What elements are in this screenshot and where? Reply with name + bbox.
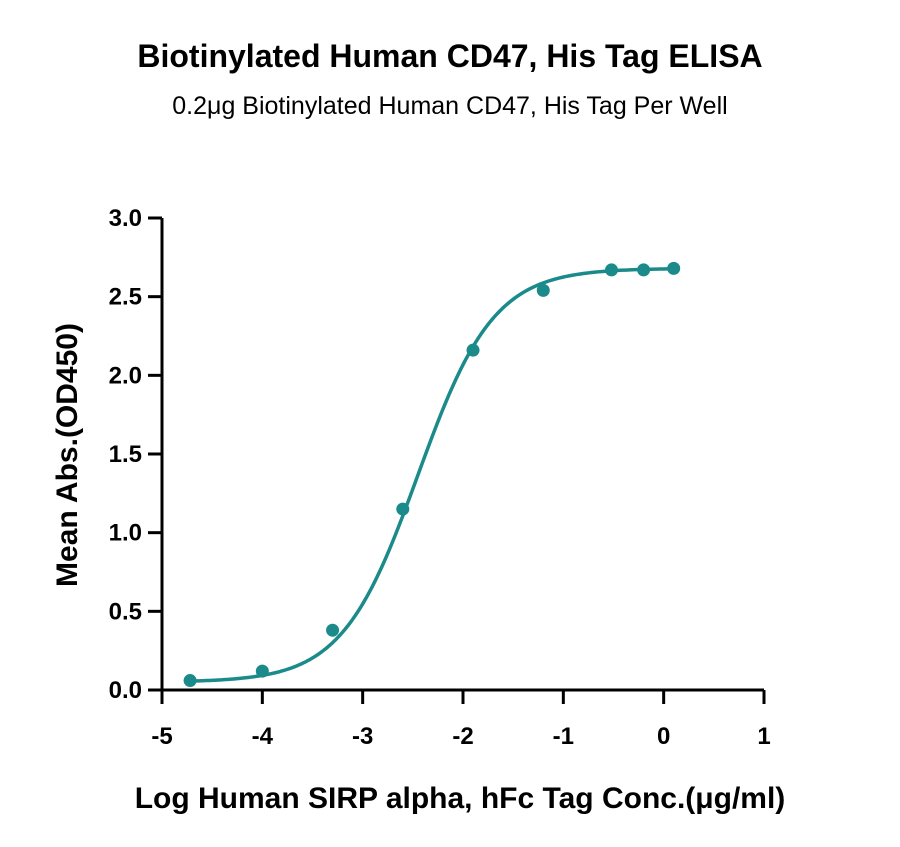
data-point	[604, 263, 618, 277]
x-tick-label: -1	[553, 723, 574, 750]
x-tick-label: 1	[757, 723, 770, 750]
y-tick-label: 2.5	[109, 284, 142, 311]
x-tick-label: -5	[151, 723, 172, 750]
y-tick-label: 1.5	[109, 441, 142, 468]
chart-subtitle: 0.2μg Biotinylated Human CD47, His Tag P…	[172, 92, 728, 120]
fit-curve	[190, 267, 674, 683]
data-points-layer	[183, 261, 681, 688]
data-point	[667, 261, 681, 275]
chart-title: Biotinylated Human CD47, His Tag ELISA	[137, 38, 763, 74]
data-point	[637, 263, 651, 277]
y-tick-label: 3.0	[109, 205, 142, 232]
data-point	[183, 674, 197, 688]
x-axis: -5 -4 -3 -2 -1 0 1	[151, 688, 771, 750]
y-tick-label: 1.0	[109, 520, 142, 547]
y-tick-label: 2.0	[109, 362, 142, 389]
x-tick-label: 0	[657, 723, 670, 750]
data-point	[466, 343, 480, 357]
x-tick-label: -4	[252, 723, 274, 750]
data-point	[326, 623, 340, 637]
data-point	[396, 502, 410, 516]
y-tick-label: 0.5	[109, 598, 142, 625]
data-point	[255, 664, 269, 678]
x-axis-label: Log Human SIRP alpha, hFc Tag Conc.(μg/m…	[135, 782, 786, 815]
y-axis-label: Mean Abs.(OD450)	[51, 323, 84, 587]
y-axis: 0.0 0.5 1.0 1.5 2.0 2.5 3.0	[109, 205, 164, 704]
x-tick-label: -2	[452, 723, 473, 750]
fit-curve-layer	[190, 267, 674, 683]
y-tick-label: 0.0	[109, 677, 142, 704]
data-point	[536, 283, 550, 297]
x-tick-label: -3	[352, 723, 373, 750]
